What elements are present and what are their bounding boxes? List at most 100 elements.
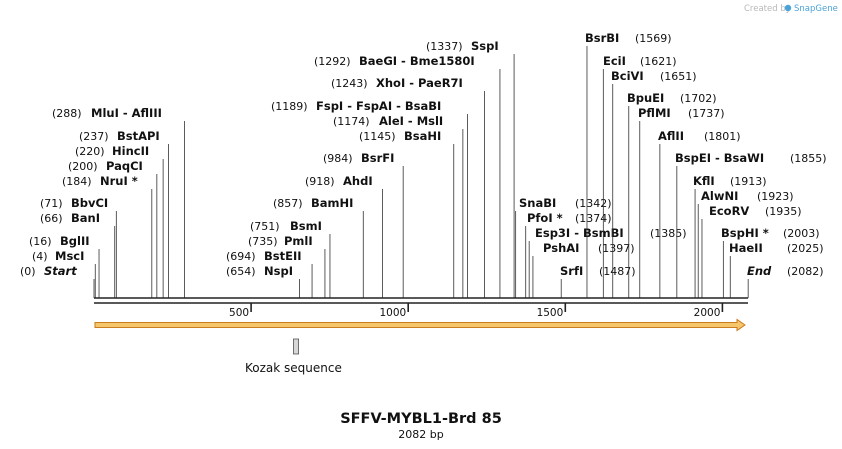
site-position-label: (1189) (271, 100, 308, 113)
axis-tick-label: 1500 (537, 307, 564, 319)
site-position-label: (1737) (688, 107, 725, 120)
site-position-label: (2082) (787, 265, 824, 278)
site-position-label: (1621) (640, 55, 677, 68)
site-position-label: (857) (273, 197, 303, 210)
kozak-sequence-feature[interactable] (293, 338, 300, 355)
site-end[interactable]: (2082) End (747, 264, 824, 298)
site-msci[interactable]: (4) MscI (32, 249, 96, 298)
axis-tick-label: 2000 (694, 307, 721, 319)
site-position-label: (71) (40, 197, 63, 210)
site-pfoi[interactable]: (1374) PfoI * (525, 211, 612, 298)
site-baegi[interactable]: (1292) BaeGI - Bme1580I (314, 54, 501, 298)
site-pflmi[interactable]: (1737) PflMI (638, 106, 725, 298)
site-position-label: (220) (75, 145, 105, 158)
site-position-label: (16) (29, 235, 52, 248)
site-bani[interactable]: (66) BanI (40, 211, 116, 298)
site-position-label: (1145) (359, 130, 396, 143)
site-position-label: (2003) (783, 227, 820, 240)
site-bbvci[interactable]: (71) BbvCI (40, 196, 117, 298)
site-alei[interactable]: (1174) AleI - MslI (333, 114, 464, 298)
enzyme-name-label: AleI - MslI (379, 114, 443, 128)
site-paqci[interactable]: (200) PaqCI (68, 159, 158, 298)
site-position-label: (1913) (730, 175, 767, 188)
site-nrui[interactable]: (184) NruI * (62, 174, 153, 298)
enzyme-name-label: SrfI (560, 264, 583, 278)
enzyme-name-label: PflMI (638, 106, 671, 120)
site-position-label: (2025) (787, 242, 824, 255)
site-position-label: (1855) (790, 152, 827, 165)
site-mlui[interactable]: (288) MluI - AflIII (52, 106, 185, 298)
site-bsrfi[interactable]: (984) BsrFI (323, 151, 404, 298)
site-position-label: (918) (305, 175, 335, 188)
site-position-label: (0) (20, 265, 36, 278)
site-bstapi[interactable]: (237) BstAPI (79, 129, 169, 298)
site-position-label: (751) (250, 220, 280, 233)
site-position-label: (288) (52, 107, 82, 120)
enzyme-name-label: NruI * (100, 174, 138, 188)
site-ahdi[interactable]: (918) AhdI (305, 174, 383, 298)
site-bpuei[interactable]: (1702) BpuEI (627, 91, 717, 298)
credit-brand: SnapGene (794, 4, 838, 14)
site-position-label: (1702) (680, 92, 717, 105)
site-aflii[interactable]: (1801) AflII (658, 129, 741, 298)
enzyme-name-label: BglII (60, 234, 90, 248)
enzyme-name-label: Esp3I - BsmBI (535, 226, 624, 240)
site-esp3i[interactable]: (1385) Esp3I - BsmBI (528, 226, 687, 298)
site-position-label: (654) (226, 265, 256, 278)
axis-tick-label: 1000 (379, 307, 406, 319)
site-haeii[interactable]: (2025) HaeII (729, 241, 824, 298)
site-ecii[interactable]: (1621) EciI (602, 54, 677, 298)
site-position-label: (200) (68, 160, 98, 173)
site-sspi[interactable]: (1337) SspI (426, 39, 515, 298)
site-xhoi[interactable]: (1243) XhoI - PaeR7I (331, 76, 485, 298)
site-snabi[interactable]: (1342) SnaBI (515, 196, 612, 298)
enzyme-name-label: BstEII (264, 249, 302, 263)
snapgene-logo-icon (784, 4, 792, 12)
site-bsteii[interactable]: (694) BstEII (226, 249, 313, 298)
site-bamhi[interactable]: (857) BamHI (273, 196, 364, 298)
site-bsrbi[interactable]: (1569) BsrBI (585, 31, 672, 298)
enzyme-name-label: SnaBI (519, 196, 556, 210)
kozak-sequence-label: Kozak sequence (245, 361, 342, 375)
enzyme-name-label: PaqCI (106, 159, 143, 173)
site-position-label: (1385) (650, 227, 687, 240)
site-bsmi[interactable]: (751) BsmI (250, 219, 331, 298)
enzyme-name-label: HincII (112, 144, 149, 158)
enzyme-name-label: End (747, 264, 772, 278)
enzyme-name-label: BsaHI (404, 129, 441, 143)
enzyme-name-label: SspI (471, 39, 499, 53)
enzyme-name-label: EcoRV (709, 204, 749, 218)
site-position-label: (735) (248, 235, 278, 248)
enzyme-name-label: BciVI (611, 69, 644, 83)
site-position-label: (1935) (765, 205, 802, 218)
site-srfi[interactable]: (1487) SrfI (560, 264, 636, 298)
site-hincii[interactable]: (220) HincII (75, 144, 164, 298)
site-ecorv[interactable]: (1935) EcoRV (701, 204, 802, 298)
enzyme-name-label: MscI (55, 249, 84, 263)
site-kfli[interactable]: (1913) KflI (693, 174, 767, 298)
site-fspi[interactable]: (1189) FspI - FspAI - BsaBI (271, 99, 468, 298)
site-pmli[interactable]: (735) PmlI (248, 234, 326, 298)
enzyme-name-label: MluI - AflIII (91, 106, 162, 120)
site-bcivi[interactable]: (1651) BciVI (611, 69, 697, 298)
site-start[interactable]: (0) Start (20, 264, 95, 298)
credit-prefix: Created by (744, 4, 791, 14)
enzyme-name-label: BsrFI (361, 151, 394, 165)
site-bsphi[interactable]: (2003) BspHI * (721, 226, 820, 298)
site-position-label: (1292) (314, 55, 351, 68)
site-pshai[interactable]: (1397) PshAI (532, 241, 635, 298)
site-position-label: (1801) (704, 130, 741, 143)
enzyme-name-label: AlwNI (701, 189, 738, 203)
site-bspei[interactable]: (1855) BspEI - BsaWI (675, 151, 827, 298)
site-position-label: (1374) (575, 212, 612, 225)
site-position-label: (1923) (757, 190, 794, 203)
site-bglii[interactable]: (16) BglII (29, 234, 100, 298)
enzyme-name-label: BsrBI (585, 31, 619, 45)
site-nspi[interactable]: (654) NspI (226, 264, 300, 298)
site-alwni[interactable]: (1923) AlwNI (697, 189, 794, 298)
site-bsahi[interactable]: (1145) BsaHI (359, 129, 455, 298)
site-position-label: (4) (32, 250, 48, 263)
direction-arrow[interactable] (94, 318, 746, 332)
enzyme-name-label: BbvCI (71, 196, 108, 210)
site-position-label: (1337) (426, 40, 463, 53)
